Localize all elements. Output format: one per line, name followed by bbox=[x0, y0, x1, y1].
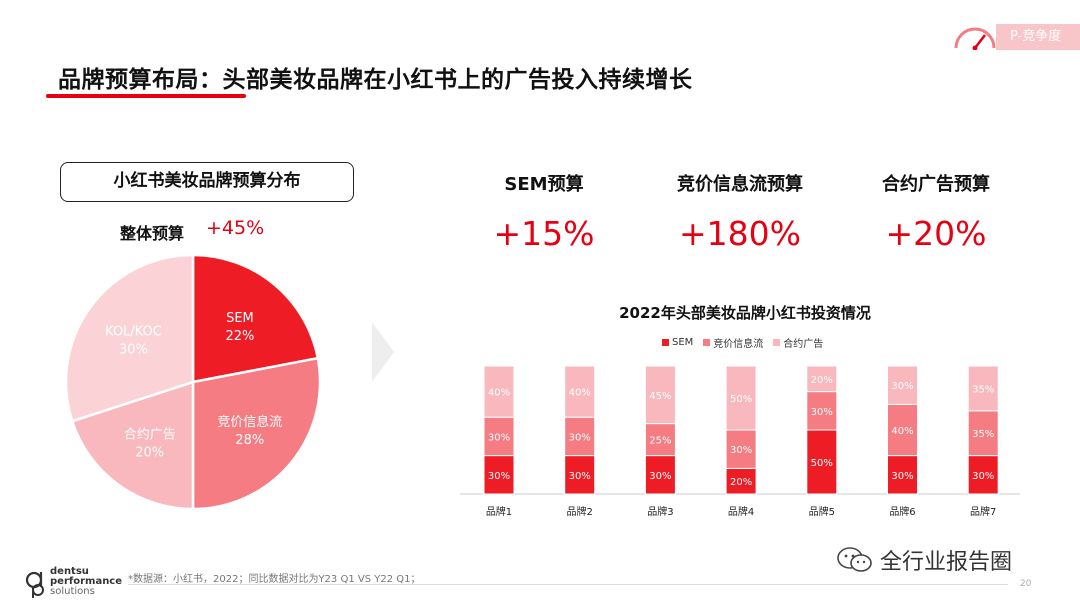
bar-segment-1-1 bbox=[564, 416, 596, 457]
pie-slice-0 bbox=[191, 253, 320, 384]
pie-slice-name-2: 合约广告 bbox=[124, 428, 176, 443]
bar-label-4-1: 30% bbox=[811, 407, 833, 418]
bar-segment-2-1 bbox=[644, 423, 676, 457]
bar-label-1-2: 40% bbox=[569, 388, 591, 399]
pie-slice-name-1: 竞价信息流 bbox=[217, 414, 282, 430]
kpi-contract-label: 合约广告预算 bbox=[882, 174, 990, 195]
bar-segment-4-2 bbox=[806, 365, 838, 393]
kpi-sem-value: +15% bbox=[493, 214, 595, 253]
category-label-4: 品牌5 bbox=[809, 505, 835, 518]
legend-item-sem: SEM bbox=[662, 335, 693, 350]
bar-label-6-0: 30% bbox=[972, 471, 994, 482]
bar-label-3-0: 20% bbox=[730, 477, 752, 488]
title-underline bbox=[46, 94, 246, 98]
bar-chart-legend: SEM 竞价信息流 合约广告 bbox=[662, 335, 823, 350]
category-label-0: 品牌1 bbox=[486, 505, 512, 518]
pie-slice-3 bbox=[64, 253, 195, 423]
page-number: 20 bbox=[1020, 579, 1032, 589]
pie-slice-1 bbox=[191, 356, 322, 511]
legend-item-bidding: 竞价信息流 bbox=[703, 335, 763, 350]
bar-segment-0-2 bbox=[483, 365, 515, 418]
dentsu-logo: dentsu performance solutions bbox=[24, 566, 134, 600]
bar-segment-3-2 bbox=[725, 365, 757, 431]
bar-label-2-1: 25% bbox=[649, 436, 671, 447]
bar-label-5-2: 30% bbox=[891, 381, 913, 392]
pie-slice-2 bbox=[70, 380, 195, 511]
watermark-text: 全行业报告圈 bbox=[880, 550, 1013, 575]
footer-divider bbox=[128, 584, 1008, 585]
kpi-sem-label: SEM预算 bbox=[504, 174, 584, 195]
bar-label-2-0: 30% bbox=[649, 471, 671, 482]
legend-label-bidding: 竞价信息流 bbox=[713, 339, 764, 350]
stacked-bar-chart: 30% 30% 40% 品牌1 30% 30% 40% 品牌2 30% 25% 45% 品牌3 20% 3… bbox=[460, 365, 1020, 518]
logo-line-1: dentsu bbox=[50, 566, 89, 577]
bar-label-4-2: 20% bbox=[811, 375, 833, 386]
legend-swatch-sem bbox=[662, 339, 669, 346]
bar-segment-4-0 bbox=[806, 429, 838, 495]
pie-slice-name-3: KOL/KOC bbox=[105, 325, 162, 340]
bar-label-0-0: 30% bbox=[488, 471, 510, 482]
legend-swatch-contract bbox=[773, 339, 781, 346]
bar-label-0-1: 30% bbox=[488, 432, 510, 443]
bar-chart-title: 2022年头部美妆品牌小红书投资情况 bbox=[619, 304, 871, 322]
category-label-5: 品牌6 bbox=[889, 505, 915, 518]
budget-distribution-title: 小红书美妆品牌预算分布 bbox=[60, 162, 354, 202]
bar-segment-6-2 bbox=[967, 365, 999, 412]
bar-label-3-1: 30% bbox=[730, 445, 752, 456]
bar-segment-1-2 bbox=[564, 365, 596, 418]
data-source-note: *数据源：小红书，2022；同比数据对比为Y23 Q1 VS Y22 Q1； bbox=[128, 574, 421, 585]
bar-label-6-2: 35% bbox=[972, 384, 994, 395]
bar-label-1-0: 30% bbox=[569, 471, 591, 482]
pie-slice-value-3: 30% bbox=[119, 343, 148, 358]
kpi-contract-value: +20% bbox=[885, 214, 987, 253]
logo-line-3: solutions bbox=[50, 586, 95, 597]
pie-slice-value-2: 20% bbox=[135, 446, 164, 461]
bar-label-0-2: 40% bbox=[488, 388, 510, 399]
wechat-icon bbox=[837, 547, 872, 572]
kpi-bidding-label: 竞价信息流预算 bbox=[677, 174, 803, 195]
bar-label-3-2: 50% bbox=[730, 394, 752, 405]
pie-slice-value-1: 28% bbox=[235, 433, 264, 448]
legend-label-contract: 合约广告 bbox=[783, 339, 824, 350]
bar-segment-5-2 bbox=[887, 365, 918, 405]
bar-label-4-0: 50% bbox=[811, 458, 833, 469]
logo-text: dentsu performance solutions bbox=[50, 567, 122, 597]
bar-segment-0-1 bbox=[483, 416, 515, 457]
bar-segment-4-1 bbox=[806, 391, 838, 431]
bar-label-2-2: 45% bbox=[649, 391, 671, 402]
chevron-right-icon bbox=[372, 322, 394, 382]
gauge-icon bbox=[954, 27, 996, 50]
bar-segment-6-1 bbox=[967, 410, 999, 457]
category-label-1: 品牌2 bbox=[567, 505, 593, 518]
overall-budget-label: 整体预算 bbox=[120, 224, 185, 243]
legend-label-sem: SEM bbox=[672, 337, 694, 348]
section-tag: P-竞争度 bbox=[996, 24, 1080, 50]
bar-label-1-1: 30% bbox=[569, 432, 591, 443]
bar-label-6-1: 35% bbox=[972, 429, 994, 440]
legend-item-contract: 合约广告 bbox=[773, 335, 823, 350]
overall-budget-value: +45% bbox=[206, 217, 265, 239]
pie-slice-name-0: SEM bbox=[226, 311, 254, 326]
kpi-bidding-value: +180% bbox=[679, 214, 801, 253]
budget-pie-chart: SEM 22% 竞价信息流 28% 合约广告 20% KOL/KOC 30% bbox=[64, 253, 322, 511]
logo-mark-icon bbox=[25, 571, 44, 598]
page-title: 品牌预算布局：头部美妆品牌在小红书上的广告投入持续增长 bbox=[58, 67, 693, 93]
watermark: 全行业报告圈 bbox=[836, 544, 1012, 576]
legend-swatch-bidding bbox=[703, 339, 711, 346]
bar-segment-2-2 bbox=[644, 365, 676, 425]
bar-label-5-1: 40% bbox=[891, 426, 913, 437]
category-label-6: 品牌7 bbox=[970, 505, 996, 518]
pie-slice-value-0: 22% bbox=[225, 329, 254, 344]
category-label-3: 品牌4 bbox=[728, 505, 754, 518]
bar-segment-3-1 bbox=[725, 429, 757, 469]
bar-label-5-0: 30% bbox=[891, 471, 913, 482]
logo-line-2: performance bbox=[50, 576, 123, 587]
category-label-2: 品牌3 bbox=[647, 505, 673, 518]
bar-segment-5-1 bbox=[887, 403, 918, 457]
bar-segment-2-0 bbox=[644, 455, 676, 495]
